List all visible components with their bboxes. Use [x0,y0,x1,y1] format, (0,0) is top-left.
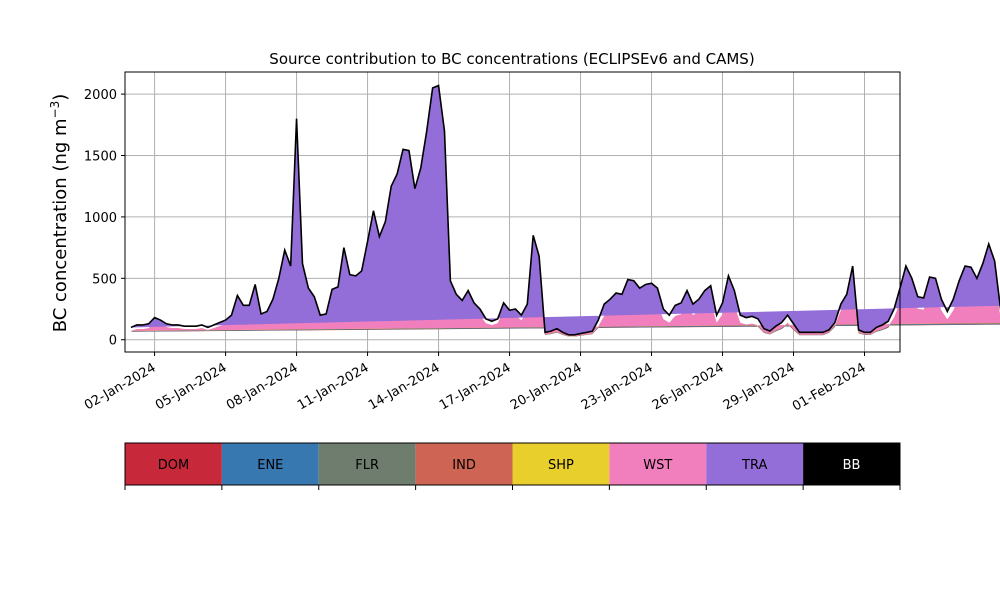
legend-swatch-shp [512,443,610,485]
y-axis-label-close: ) [50,94,71,101]
legend-label-tra: TRA [741,458,767,473]
legend-swatch-dom [125,443,222,485]
area-shp [130,109,1000,337]
y-tick-label: 1000 [84,211,117,226]
y-tick-label: 1500 [84,150,117,165]
x-tick-label: 05-Jan-2024 [153,360,230,413]
legend-frame [124,442,901,486]
x-tick-label: 08-Jan-2024 [224,360,301,413]
legend-swatch-ene [221,443,319,485]
x-tick-label: 26-Jan-2024 [650,360,727,413]
x-tick-label: 01-Feb-2024 [790,360,869,414]
legend-label-wst: WST [643,458,672,473]
x-tick-label: 02-Jan-2024 [82,360,159,413]
x-axis: 02-Jan-202405-Jan-202408-Jan-202411-Jan-… [82,352,869,414]
legend-label-shp: SHP [548,458,574,473]
area-ind [130,110,1000,337]
legend-swatch-tra [706,443,804,485]
y-axis-label-main: BC concentration (ng m [50,118,71,332]
legend-label-dom: DOM [158,458,189,473]
area-dom [130,126,1000,337]
legend-label-ind: IND [452,458,476,473]
y-tick-label: 0 [109,334,117,349]
legend-swatch-ind [415,443,513,485]
x-tick-label: 20-Jan-2024 [508,360,585,413]
legend-swatch-flr [318,443,416,485]
legend-label-ene: ENE [257,458,283,473]
x-tick-label: 29-Jan-2024 [721,360,798,413]
area-wst [130,108,1000,337]
area-tra [130,85,1000,335]
x-tick-label: 17-Jan-2024 [437,360,514,413]
y-axis-label: BC concentration (ng m−3) [48,94,71,333]
chart-title: Source contribution to BC concentrations… [269,50,754,68]
y-axis: 0 500 1000 1500 2000 [84,88,125,349]
area-flr [130,118,1000,337]
stacked-areas [130,85,1000,337]
legend-swatch-bb [803,443,900,485]
x-tick-label: 23-Jan-2024 [579,360,656,413]
y-tick-label: 500 [92,272,117,287]
y-axis-label-sup: −3 [48,101,62,119]
y-tick-label: 2000 [84,88,117,103]
legend-label-bb: BB [843,458,861,473]
legend-label-flr: FLR [355,458,379,473]
total-line [130,84,1000,336]
x-tick-label: 14-Jan-2024 [366,360,443,413]
legend-colorbar: DOM ENE FLR IND SHP WST TRA BB [124,442,901,490]
x-tick-label: 11-Jan-2024 [295,360,372,413]
plot-frame [124,71,901,353]
legend-swatch-wst [609,443,707,485]
